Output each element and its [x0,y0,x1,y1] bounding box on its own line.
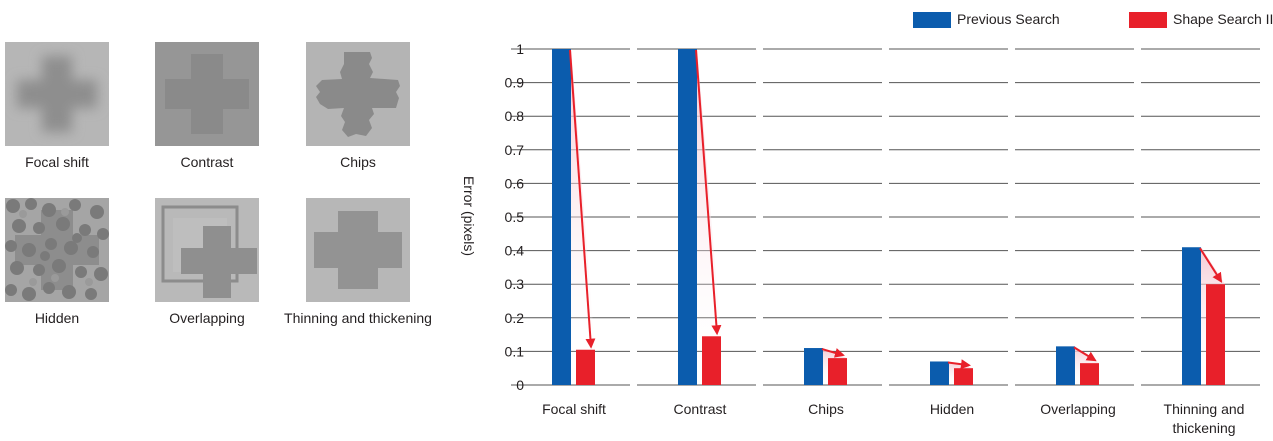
thumbnail-label: Overlapping [169,310,245,326]
improvement-arrow [695,49,722,336]
legend-swatch-shape [1129,12,1167,28]
grid-lines [511,48,1260,386]
chart-legend: Previous Search Shape Search III [913,9,1273,31]
x-category-label: Contrast [674,401,727,417]
bar-previous-search [678,49,697,385]
bar-shape-search [954,368,973,385]
thumbnail-thinning-thickening: Thinning and thickening [284,198,432,326]
y-tick-label: 0.4 [505,243,525,259]
thumbnail-label: Chips [340,154,376,170]
bar-shape-search [576,349,595,385]
improvement-arrow [569,49,596,349]
bar-shape-search [702,336,721,385]
bar-previous-search [552,49,571,385]
thinning-thickening-image [306,198,410,302]
x-category-label: Thinning and [1164,401,1245,417]
thumbnail-label: Thinning and thickening [284,310,432,326]
legend-label-previous: Previous Search [957,11,1060,27]
bar-shape-search [1080,363,1099,385]
contrast-image [155,42,259,146]
improvement-arrow [947,359,971,370]
y-tick-label: 0.6 [505,175,525,191]
y-tick-label: 0.1 [505,343,525,359]
y-tick-label: 0.7 [505,142,525,158]
x-category-label: Focal shift [542,401,606,417]
y-tick-label: 0 [516,377,524,393]
thumbnail-chips: Chips [306,42,410,170]
y-tick-label: 0.3 [505,276,525,292]
legend-label-shape: Shape Search III [1173,11,1273,27]
improvement-arrow [1073,346,1097,362]
bar-previous-search [1056,346,1075,385]
thumbnail-overlapping: Overlapping [155,198,259,326]
overlapping-image [155,198,259,302]
legend-swatch-previous [913,12,951,28]
bar-previous-search [1182,247,1201,385]
y-tick-label: 0.9 [505,75,525,91]
thumbnail-label: Hidden [34,310,80,326]
y-axis-title: Error (pixels) [461,176,477,256]
thumbnail-focal-shift: Focal shift [5,42,109,170]
chips-image [306,42,410,146]
sample-thumbnails: Focal shift Contrast Chips [0,0,450,441]
y-tick-label: 0.2 [505,310,525,326]
x-category-label: Overlapping [1040,401,1116,417]
x-category-label: thickening [1172,420,1235,436]
improvement-arrow [821,348,845,358]
y-tick-label: 1 [516,41,524,57]
bar-previous-search [930,361,949,385]
bar-shape-search [828,358,847,385]
improvement-shade [571,49,595,385]
bar-previous-search [804,348,823,385]
thumbnail-label: Contrast [180,154,234,170]
x-category-label: Chips [808,401,844,417]
thumbnail-hidden: Hidden [5,198,109,326]
y-tick-label: 0.5 [505,209,525,225]
focal-shift-image [5,42,109,146]
y-axis: 0 0.1 0.2 0.3 0.4 0.5 0.6 0.7 0.8 0.9 1 [505,41,525,393]
thumbnail-contrast: Contrast [155,42,259,170]
y-tick-label: 0.8 [505,108,525,124]
thumbnail-label: Focal shift [25,154,89,170]
x-category-label: Hidden [930,401,974,417]
category-labels: Focal shift Contrast Chips Hidden Overlappin… [542,401,1244,436]
bars [552,49,1225,385]
bar-shape-search [1206,284,1225,385]
improvement-arrow [1199,247,1223,283]
hidden-image [5,198,109,302]
